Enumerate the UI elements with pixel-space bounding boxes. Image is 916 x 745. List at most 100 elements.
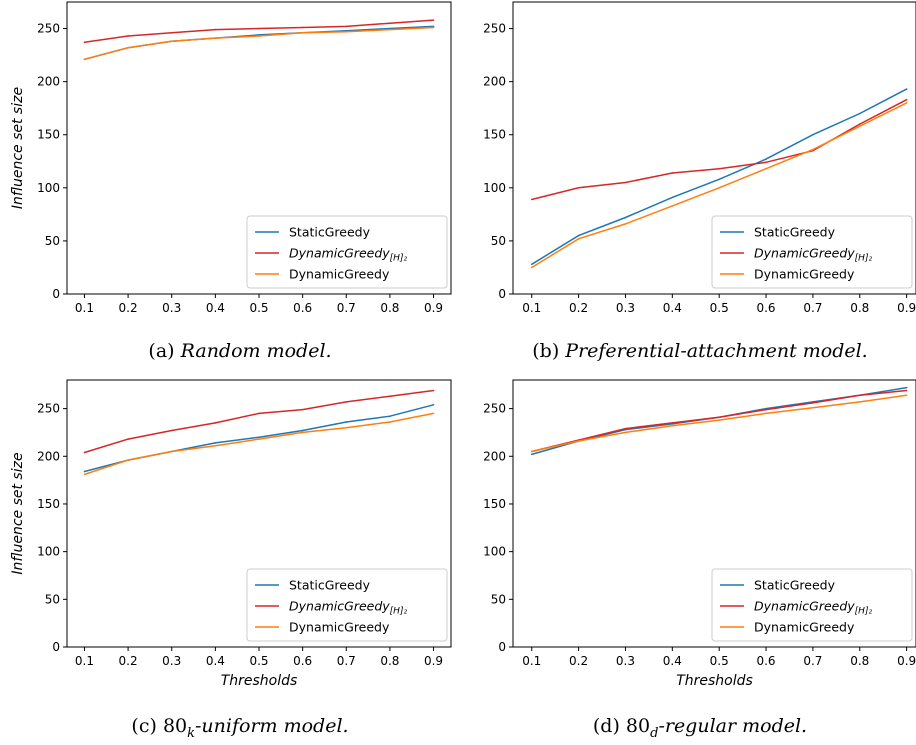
x-tick-label: 0.1: [522, 654, 541, 668]
x-tick-label: 0.5: [710, 301, 729, 315]
legend-label-dynamic-greedy: DynamicGreedy: [289, 620, 390, 635]
series-line-dynamic-greedy-h2: [84, 19, 434, 44]
data-point-dynamic-greedy: [432, 412, 435, 415]
data-point-dynamic-greedy: [258, 438, 260, 440]
y-axis-label: Influence set size: [10, 87, 26, 209]
y-tick-label: 150: [483, 497, 506, 511]
x-axis-label: Thresholds: [676, 673, 753, 689]
x-tick-label: 0.6: [293, 654, 312, 668]
data-point-dynamic-greedy-h2: [83, 451, 86, 454]
data-point-dynamic-greedy: [765, 412, 767, 415]
y-tick-label: 100: [37, 181, 60, 195]
data-point-static-greedy: [258, 436, 260, 439]
data-point-static-greedy: [624, 216, 627, 219]
x-tick-label: 0.6: [756, 654, 775, 668]
data-point-dynamic-greedy: [812, 148, 814, 151]
x-tick-label: 0.9: [424, 654, 443, 668]
series-line-dynamic-greedy-h2: [531, 99, 907, 201]
x-tick-label: 0.4: [206, 301, 225, 315]
data-point-static-greedy: [905, 386, 908, 389]
legend: StaticGreedy DynamicGreedy[H]₂ DynamicGree…: [711, 568, 913, 642]
series-line-static-greedy: [84, 25, 434, 61]
x-tick-label: 0.1: [75, 301, 94, 315]
x-tick-label: 0.9: [897, 654, 916, 668]
x-tick-label: 0.4: [206, 654, 225, 668]
x-tick-label: 0.5: [249, 654, 268, 668]
data-point-static-greedy: [812, 133, 814, 136]
data-point-dynamic-greedy-h2: [812, 402, 814, 404]
data-point-dynamic-greedy-h2: [214, 28, 217, 31]
y-tick-label: 100: [483, 545, 506, 559]
y-tick-label: 150: [37, 128, 60, 142]
data-point-dynamic-greedy: [214, 37, 217, 39]
data-point-static-greedy: [83, 470, 86, 473]
y-tick-label: 150: [37, 497, 60, 511]
data-point-dynamic-greedy-h2: [170, 31, 173, 34]
chart-panel-a: 0 50 100 150 200 250 0.1 0.2 0.3 0.4 0.5 0.6 0.7 0.8 0…: [10, 1, 452, 362]
data-point-dynamic-greedy-h2: [432, 19, 435, 21]
data-point-dynamic-greedy-h2: [345, 25, 348, 28]
data-point-static-greedy: [858, 112, 861, 115]
data-point-dynamic-greedy: [432, 26, 435, 29]
series-line-static-greedy: [84, 404, 434, 473]
data-point-dynamic-greedy-h2: [765, 408, 767, 411]
x-tick-label: 0.2: [569, 654, 588, 668]
x-tick-label: 0.7: [803, 301, 822, 315]
x-tick-label: 0.5: [710, 654, 729, 668]
data-point-dynamic-greedy-h2: [530, 198, 533, 201]
legend: StaticGreedy DynamicGreedy[H]₂ DynamicGree…: [711, 215, 913, 289]
caption-b: (b) Preferential-attachment model.: [532, 340, 867, 362]
x-tick-label: 0.3: [616, 654, 635, 668]
legend-label-dynamic-greedy-h2: DynamicGreedy[H]₂: [754, 246, 872, 264]
data-point-dynamic-greedy-h2: [301, 26, 304, 29]
legend: StaticGreedy DynamicGreedy[H]₂ DynamicGree…: [246, 568, 448, 642]
legend-box: [246, 215, 448, 289]
legend-label-dynamic-greedy-h2: DynamicGreedy[H]₂: [754, 599, 872, 617]
data-point-dynamic-greedy: [765, 167, 767, 170]
y-tick-label: 250: [37, 22, 60, 36]
y-tick-label: 0: [498, 287, 506, 301]
data-point-dynamic-greedy-h2: [389, 22, 391, 25]
legend-label-dynamic-greedy: DynamicGreedy: [289, 267, 390, 282]
data-point-static-greedy: [765, 158, 767, 160]
legend-label-static-greedy: StaticGreedy: [289, 225, 371, 240]
x-tick-label: 0.4: [663, 654, 682, 668]
data-point-dynamic-greedy: [258, 35, 260, 37]
x-axis-label: Thresholds: [221, 673, 298, 689]
y-tick-label: 0: [498, 640, 506, 654]
y-tick-label: 150: [483, 128, 506, 142]
data-point-dynamic-greedy-h2: [389, 395, 391, 398]
caption-c: (c) 80k-uniform model.: [131, 715, 348, 741]
y-tick-label: 200: [37, 449, 60, 463]
x-tick-label: 0.7: [337, 301, 356, 315]
y-tick-label: 50: [491, 592, 506, 606]
y-tick-label: 250: [37, 402, 60, 416]
legend: StaticGreedy DynamicGreedy[H]₂ DynamicGree…: [246, 215, 448, 289]
data-point-dynamic-greedy-h2: [258, 412, 260, 415]
series-line-dynamic-greedy-h2: [531, 389, 907, 453]
x-tick-label: 0.7: [803, 654, 822, 668]
y-tick-label: 50: [45, 234, 60, 248]
data-point-dynamic-greedy: [624, 223, 627, 225]
data-point-dynamic-greedy: [170, 450, 173, 453]
y-tick-label: 200: [37, 75, 60, 89]
data-point-dynamic-greedy: [214, 444, 217, 447]
legend-label-dynamic-greedy-h2: DynamicGreedy[H]₂: [289, 246, 407, 264]
data-point-dynamic-greedy: [389, 421, 391, 423]
data-point-dynamic-greedy-h2: [345, 401, 348, 403]
data-point-dynamic-greedy: [345, 30, 348, 33]
y-tick-label: 200: [483, 449, 506, 463]
legend-label-static-greedy: StaticGreedy: [289, 578, 371, 593]
data-point-dynamic-greedy: [718, 419, 720, 421]
chart-panel-b: 0 50 100 150 200 250 0.1 0.2 0.3 0.4 0.5 0.6 0.7 0.8 0…: [483, 1, 916, 362]
data-point-dynamic-greedy-h2: [624, 181, 627, 184]
y-tick-label: 250: [483, 402, 506, 416]
data-point-dynamic-greedy-h2: [258, 27, 260, 30]
x-tick-label: 0.4: [663, 301, 682, 315]
data-point-static-greedy: [389, 415, 391, 418]
x-tick-label: 0.3: [162, 654, 181, 668]
legend-label-dynamic-greedy: DynamicGreedy: [754, 620, 855, 635]
data-point-dynamic-greedy: [905, 102, 908, 104]
legend-label-dynamic-greedy: DynamicGreedy: [754, 267, 855, 282]
data-point-dynamic-greedy: [83, 58, 86, 61]
